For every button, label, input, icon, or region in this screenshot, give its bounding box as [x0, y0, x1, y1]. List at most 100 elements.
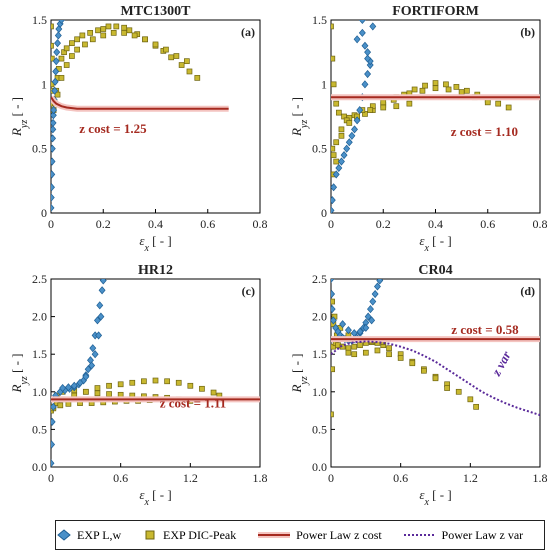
data-point-dic	[362, 349, 369, 356]
y-tick-label: 0.0	[312, 460, 327, 474]
data-point-dic	[106, 391, 112, 397]
data-point-dic	[338, 126, 345, 133]
data-point-dic	[444, 385, 450, 391]
data-point-lw	[82, 372, 90, 381]
plot-frame	[50, 278, 261, 468]
power-law-var-line	[331, 340, 540, 417]
y-axis-label: Ryz [ - ]	[289, 97, 310, 137]
data-point-dic	[432, 85, 439, 92]
data-point-lw	[52, 67, 60, 76]
solid-line-icon	[258, 532, 291, 538]
dotted-line-icon	[403, 534, 436, 536]
data-point-dic	[473, 403, 479, 410]
data-point-dic	[397, 355, 404, 361]
chart-title: MTC1300T	[121, 4, 192, 19]
x-tick-label: 0.2	[376, 217, 391, 231]
data-point-lw	[51, 183, 55, 192]
data-point-dic	[495, 100, 502, 107]
legend-item-exp-lw: EXP L,w	[56, 528, 142, 543]
data-point-dic	[335, 342, 341, 349]
data-point-dic	[105, 23, 112, 30]
data-point-lw	[364, 312, 372, 321]
legend-label-pl-cost: Power Law z cost	[296, 527, 382, 542]
z-cost-annotation: z cost = 1.25	[79, 121, 147, 136]
data-point-dic	[333, 139, 340, 146]
data-point-dic	[106, 382, 112, 389]
data-point-lw	[52, 57, 60, 66]
y-tick-label: 1.5	[312, 347, 327, 361]
z-cost-annotation: z cost = 0.58	[451, 322, 519, 337]
y-tick-label: 1.0	[32, 385, 47, 399]
data-point-lw	[331, 183, 338, 192]
data-point-lw	[91, 350, 99, 359]
data-point-lw	[373, 282, 381, 291]
y-tick-label: 0.5	[312, 422, 327, 436]
data-point-dic	[432, 80, 439, 86]
data-point-dic	[94, 385, 101, 391]
data-point-lw	[54, 31, 62, 40]
data-point-lw	[51, 86, 59, 95]
data-point-dic	[406, 100, 413, 107]
data-point-dic	[357, 342, 363, 349]
y-tick-label: 0	[321, 206, 327, 220]
data-point-lw	[76, 378, 84, 387]
data-point-lw	[345, 138, 353, 147]
data-point-dic	[110, 30, 117, 36]
x-tick-label: 0.6	[200, 217, 215, 231]
data-point-dic	[331, 145, 336, 152]
data-point-lw	[51, 417, 56, 426]
data-point-dic	[54, 91, 61, 98]
x-tick-label: 1.8	[253, 471, 268, 485]
data-point-dic	[419, 87, 426, 94]
data-point-dic	[100, 26, 107, 32]
data-point-lw	[331, 316, 337, 325]
data-point-dic	[346, 120, 353, 126]
data-point-dic	[173, 53, 180, 59]
z-var-annotation: z var	[488, 348, 514, 379]
data-point-dic	[51, 55, 55, 62]
y-tick-label: 1.5	[32, 13, 47, 27]
data-point-dic	[79, 32, 86, 39]
y-tick-label: 1	[321, 77, 327, 91]
y-tick-label: 0.5	[312, 142, 327, 156]
data-point-dic	[374, 347, 381, 354]
data-point-lw	[361, 41, 369, 50]
chart-title: HR12	[138, 263, 173, 278]
panel-tag: (d)	[520, 284, 535, 298]
data-point-dic	[121, 30, 128, 36]
data-point-dic	[95, 27, 101, 34]
data-point-dic	[467, 396, 474, 403]
data-point-dic	[339, 343, 346, 350]
data-point-lw	[88, 361, 96, 370]
data-point-dic	[131, 32, 138, 39]
data-point-dic	[175, 379, 182, 386]
data-point-dic	[411, 86, 418, 93]
legend-item-pl-var: Power Law z var	[403, 528, 544, 543]
y-tick-label: 0.5	[32, 142, 47, 156]
y-tick-label: 2.5	[312, 272, 327, 286]
data-point-dic	[380, 104, 387, 111]
data-point-dic	[163, 46, 169, 53]
panel-tag: (c)	[242, 284, 255, 298]
data-point-lw	[93, 316, 101, 325]
data-point-dic	[331, 366, 336, 373]
data-point-lw	[343, 144, 351, 153]
data-point-dic	[422, 82, 428, 89]
data-point-lw	[356, 327, 364, 336]
data-point-dic	[69, 40, 75, 47]
figure-canvas: MTC1300T (a) 0 0.2 0.4 0.6 0.8 0 0.5 1 1.5 εx [ - ]…	[9, 4, 548, 508]
data-point-dic	[74, 36, 80, 43]
data-point-dic	[386, 351, 392, 358]
data-point-lw	[344, 326, 352, 335]
power-law-cost-band	[51, 95, 229, 112]
data-point-lw	[353, 35, 361, 44]
data-point-lw	[358, 28, 366, 37]
data-point-lw	[364, 70, 372, 79]
data-point-dic	[445, 86, 452, 93]
x-tick-label: 0.4	[148, 217, 163, 231]
data-point-lw	[358, 20, 366, 25]
data-point-dic	[335, 109, 342, 116]
y-tick-label: 0.5	[32, 422, 47, 436]
plot-frame	[330, 278, 541, 468]
x-tick-label: 1.2	[183, 471, 198, 485]
